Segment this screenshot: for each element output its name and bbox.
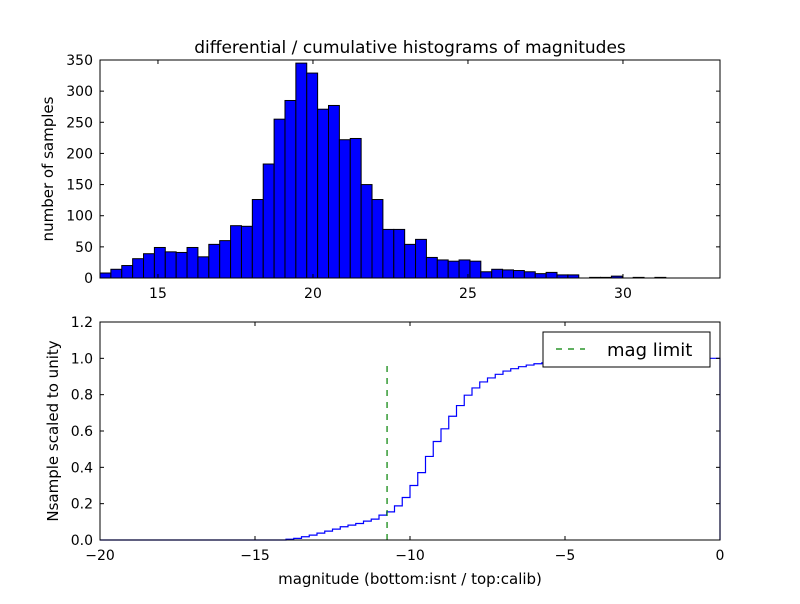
histogram-bars (99, 62, 667, 279)
histogram-bar (545, 271, 558, 279)
bottom-y-axis-label: Nsample scaled to unity (44, 340, 62, 521)
histogram-bar (110, 268, 123, 279)
histogram-bar (425, 256, 438, 279)
histogram-bar (284, 99, 297, 279)
histogram-bar (512, 270, 525, 279)
histogram-bar (480, 271, 493, 279)
histogram-bar (404, 243, 417, 279)
histogram-bar (186, 246, 199, 279)
histogram-bar (164, 251, 177, 279)
bottom-y-tick-label: 1.0 (71, 351, 93, 367)
histogram-bar (197, 256, 210, 279)
bottom-y-tick-label: 0.0 (71, 533, 93, 549)
histogram-bar (306, 72, 319, 279)
histogram-bar (436, 259, 449, 279)
legend: mag limit (542, 331, 711, 368)
histogram-bar (273, 118, 286, 279)
histogram-bar (143, 253, 155, 279)
top-y-tick-label: 150 (66, 178, 93, 194)
top-x-tick-label: 15 (149, 286, 167, 302)
histogram-bar (262, 163, 275, 279)
histogram-bar (502, 269, 514, 279)
bottom-x-tick-label: −15 (240, 548, 270, 564)
histogram-bar (415, 238, 427, 279)
bottom-y-tick-label: 0.2 (71, 497, 93, 513)
bottom-x-tick-label: 0 (716, 548, 725, 564)
histogram-bar (328, 104, 340, 279)
histogram-bar (447, 260, 460, 279)
top-x-tick-label: 25 (459, 286, 477, 302)
histogram-bar (230, 225, 242, 279)
histogram-bar (371, 199, 384, 279)
bottom-y-tick-label: 0.4 (71, 460, 93, 476)
top-y-tick-label: 100 (66, 209, 93, 225)
chart-title: differential / cumulative histograms of … (194, 38, 626, 58)
histogram-bar (121, 265, 134, 279)
bottom-y-tick-label: 1.2 (71, 315, 93, 331)
top-y-tick-label: 300 (66, 84, 93, 100)
histogram-bar (153, 246, 166, 279)
histogram-bar (132, 258, 145, 279)
histogram-bar (295, 62, 308, 279)
bottom-y-tick-label: 0.6 (71, 424, 93, 440)
bottom-y-tick-label: 0.8 (71, 388, 93, 404)
histogram-bar (491, 268, 504, 279)
histogram-bar (382, 228, 395, 279)
histogram-bar (240, 225, 253, 279)
cumulative-step-line (100, 357, 721, 541)
top-axes-frame (99, 59, 721, 279)
histogram-bar (99, 272, 112, 279)
histogram-bar (219, 240, 232, 279)
cumulative-plot (100, 357, 721, 541)
histogram-bar (469, 260, 482, 279)
top-y-axis-label: number of samples (39, 96, 57, 241)
histogram-bar (251, 199, 264, 279)
histogram-bar (338, 139, 351, 279)
histogram-bar (349, 137, 362, 279)
bottom-x-tick-label: −5 (555, 548, 576, 564)
histogram-bar (208, 243, 221, 279)
bottom-x-tick-label: −20 (85, 548, 115, 564)
bottom-axes-frame (99, 321, 721, 541)
histogram-bar (317, 108, 330, 279)
bottom-axes: −20 −15 −10 −5 0 0.0 0.2 0.4 0.6 0.8 1.0 1.2 (71, 315, 725, 564)
histogram-bar (175, 251, 188, 279)
histogram-bar (534, 273, 547, 279)
top-y-tick-label: 250 (66, 115, 93, 131)
top-y-tick-label: 0 (84, 271, 93, 287)
top-x-tick-label: 30 (614, 286, 632, 302)
top-y-tick-label: 350 (66, 53, 93, 69)
histogram-bar (360, 184, 373, 279)
legend-label: mag limit (607, 340, 692, 361)
histogram-bar (523, 271, 536, 279)
top-y-tick-label: 50 (75, 240, 93, 256)
bottom-x-axis-label: magnitude (bottom:isnt / top:calib) (278, 570, 542, 588)
histogram-bar (393, 228, 406, 279)
top-x-tick-label: 20 (304, 286, 322, 302)
bottom-x-tick-label: −10 (395, 548, 425, 564)
top-y-tick-label: 200 (66, 146, 93, 162)
